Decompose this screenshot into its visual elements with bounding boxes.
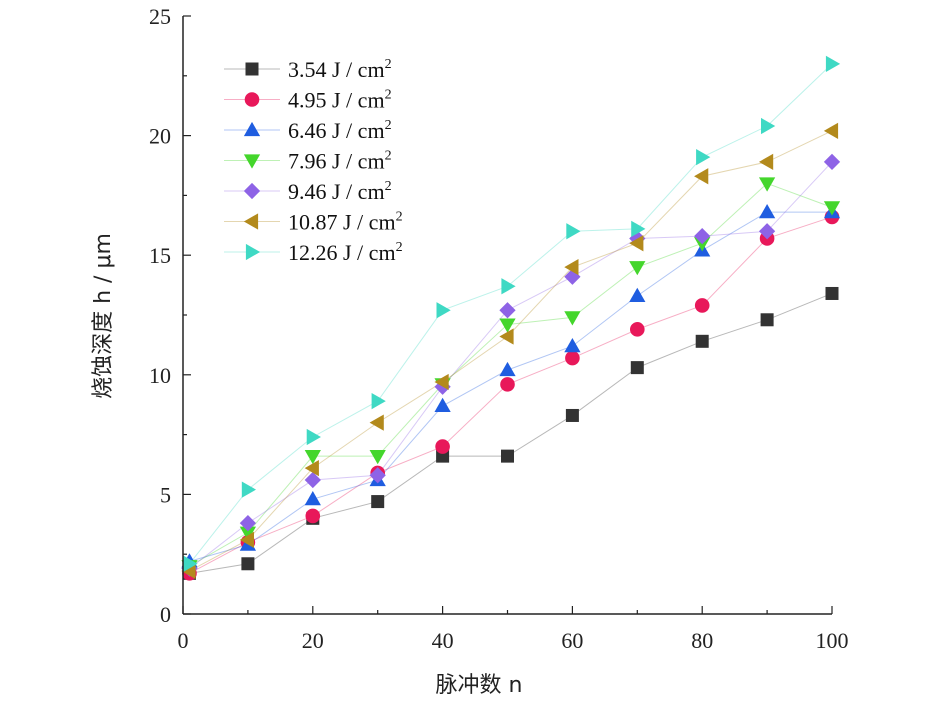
y-tick-label: 0	[160, 602, 171, 627]
x-tick-label: 100	[816, 628, 849, 653]
data-point	[565, 408, 579, 422]
x-tick-label: 20	[302, 628, 324, 653]
data-point	[499, 302, 516, 319]
legend: 3.54 J / cm2 4.95 J / cm2 6.46 J / cm2 7.96…	[224, 57, 403, 265]
data-point	[629, 287, 646, 302]
x-tick-label: 60	[561, 628, 583, 653]
legend-label: 10.87 J / cm2	[288, 210, 403, 235]
data-point	[305, 508, 321, 524]
data-point	[565, 350, 580, 366]
data-point	[695, 334, 709, 348]
data-point	[369, 467, 386, 484]
x-axis-title: 脉冲数 n	[436, 673, 523, 698]
legend-marker	[243, 213, 259, 230]
legend-label: 7.96 J / cm2	[288, 149, 392, 174]
legend-label-sup: 2	[396, 210, 403, 225]
data-point	[694, 227, 711, 245]
legend-label: 12.26 J / cm2	[288, 240, 403, 265]
data-point	[304, 459, 319, 477]
series-line-6	[189, 130, 833, 572]
data-point	[434, 373, 449, 391]
x-tick-label: 80	[691, 628, 713, 653]
data-point	[823, 201, 841, 216]
data-point	[564, 311, 581, 326]
data-point	[823, 153, 841, 171]
data-point	[564, 337, 581, 353]
data-point	[696, 149, 711, 166]
data-point	[630, 361, 644, 375]
legend-label-sup: 2	[385, 57, 392, 72]
y-tick-label: 20	[149, 124, 171, 149]
data-point	[371, 392, 386, 410]
data-point	[499, 361, 516, 377]
data-point	[435, 439, 450, 454]
legend-label: 4.95 J / cm2	[288, 88, 392, 113]
data-point	[501, 278, 516, 295]
data-point	[434, 397, 451, 412]
data-point	[630, 322, 645, 337]
data-point	[369, 414, 384, 431]
data-point	[694, 237, 711, 252]
axes: 0 20 40 60 80 100 0 5 10 15 20 25	[149, 4, 849, 653]
data-point	[564, 259, 579, 276]
data-point	[501, 449, 514, 463]
series-line-5	[189, 161, 833, 569]
legend-label: 6.46 J / cm2	[288, 118, 392, 143]
data-point	[241, 481, 257, 498]
y-tick-label: 25	[149, 4, 171, 29]
legend-marker	[243, 154, 261, 169]
data-point	[371, 495, 385, 509]
legend-label: 9.46 J / cm2	[288, 179, 392, 204]
y-axis-title: 烧蚀深度 h / μm	[91, 233, 116, 399]
legend-marker	[244, 92, 260, 107]
legend-label-sup: 2	[396, 240, 403, 255]
data-point	[436, 302, 451, 319]
data-point	[183, 555, 198, 572]
data-point	[369, 450, 386, 465]
data-point	[631, 220, 646, 238]
plot-area	[181, 55, 841, 581]
data-point	[304, 491, 321, 506]
data-point	[499, 328, 514, 345]
x-tick-label: 0	[178, 628, 189, 653]
data-point	[758, 223, 776, 240]
data-point	[629, 235, 644, 252]
series-line-2	[189, 216, 833, 574]
data-point	[760, 313, 774, 327]
legend-marker	[245, 243, 261, 261]
legend-marker	[245, 62, 259, 76]
y-tick-label: 5	[160, 482, 171, 507]
data-point	[566, 223, 581, 240]
legend-marker	[243, 121, 261, 137]
legend-label-sup: 2	[385, 118, 392, 133]
data-point	[306, 428, 321, 446]
legend-label-sup: 2	[385, 88, 392, 103]
legend-marker	[243, 182, 261, 200]
data-point	[499, 318, 516, 333]
legend-label: 3.54 J / cm2	[288, 57, 392, 82]
data-point	[761, 117, 776, 135]
y-tick-label: 10	[149, 363, 171, 388]
y-tick-label: 15	[149, 243, 171, 268]
data-point	[241, 557, 255, 571]
data-point	[758, 177, 776, 192]
data-point	[239, 514, 257, 532]
x-tick-label: 40	[432, 628, 454, 653]
data-point	[694, 298, 710, 313]
data-point	[239, 526, 257, 541]
data-point	[825, 286, 839, 300]
data-point	[823, 122, 839, 139]
data-point	[694, 168, 709, 185]
legend-label-sup: 2	[385, 179, 392, 194]
data-point	[304, 450, 321, 465]
data-point	[758, 204, 776, 219]
data-point	[825, 55, 841, 72]
data-point	[629, 261, 646, 276]
data-point	[500, 377, 515, 392]
data-point	[758, 153, 774, 171]
data-point	[304, 471, 321, 489]
legend-label-sup: 2	[385, 149, 392, 164]
data-point	[239, 531, 254, 548]
